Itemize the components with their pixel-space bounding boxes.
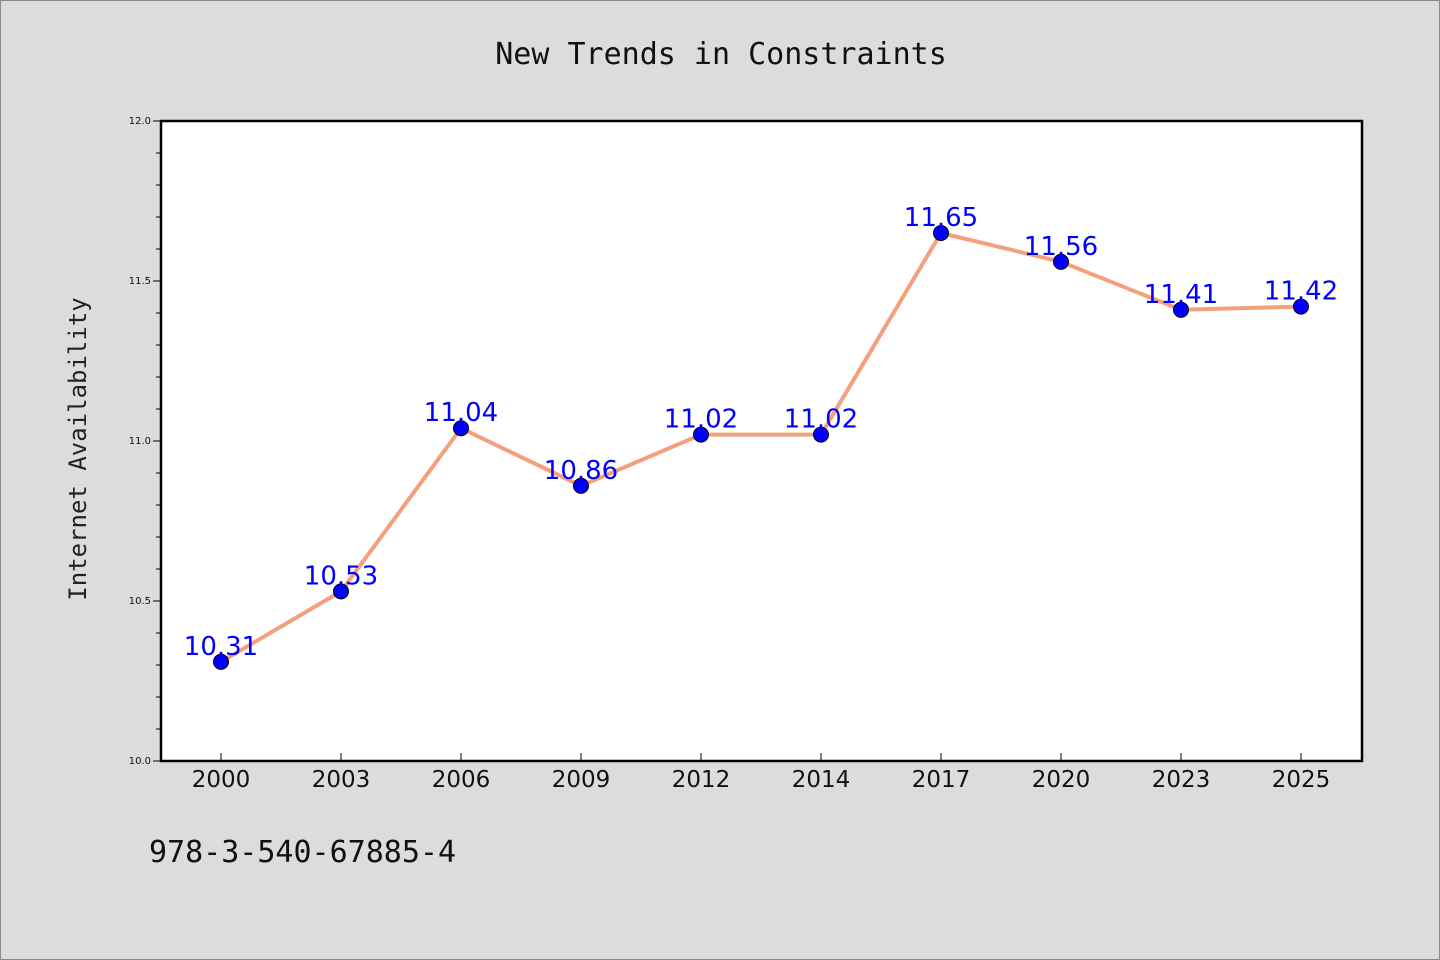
y-tick-label: 10.0 — [129, 756, 151, 767]
data-label: 10.31 — [184, 632, 258, 662]
data-point — [1053, 253, 1069, 270]
data-label: 10.86 — [544, 456, 618, 486]
data-point — [813, 426, 829, 443]
data-label: 11.41 — [1144, 280, 1218, 310]
data-label: 11.04 — [424, 398, 498, 428]
data-label: 11.56 — [1024, 232, 1098, 262]
x-tick-label: 2003 — [312, 767, 371, 793]
y-tick-label: 11.5 — [129, 276, 151, 287]
y-axis-label: Internet Availability — [64, 297, 92, 600]
data-label: 11.42 — [1264, 277, 1338, 307]
x-tick-label: 2006 — [432, 767, 491, 793]
x-tick-label: 2012 — [672, 767, 731, 793]
x-tick-label: 2009 — [552, 767, 611, 793]
isbn-text: 978-3-540-67885-4 — [149, 835, 457, 870]
x-tick-label: 2020 — [1032, 767, 1091, 793]
data-label: 10.53 — [304, 561, 378, 591]
y-tick-label: 10.5 — [129, 596, 151, 607]
data-point — [933, 225, 949, 241]
x-tick-label: 2025 — [1272, 767, 1331, 793]
series-line-group — [219, 231, 1303, 664]
data-labels: 10.31 10.53 11.04 10.86 11.02 11.02 11.65 11.56… — [184, 203, 1338, 662]
data-point — [1293, 298, 1309, 315]
data-point — [213, 653, 229, 670]
data-point — [693, 426, 709, 443]
data-point — [573, 477, 589, 494]
data-points — [213, 225, 1309, 670]
x-axis: 2000 2003 2006 2009 2012 2014 2017 2020 2023 2025 — [192, 753, 1331, 793]
data-label: 11.65 — [904, 203, 978, 233]
y-tick-label: 11.0 — [129, 436, 151, 447]
data-point — [333, 583, 349, 600]
x-tick-label: 2014 — [792, 767, 851, 793]
x-tick-label: 2000 — [192, 767, 251, 793]
x-tick-label: 2023 — [1152, 767, 1211, 793]
data-label: 11.02 — [664, 405, 738, 435]
data-label: 11.02 — [784, 405, 858, 435]
x-tick-label: 2017 — [912, 767, 971, 793]
y-tick-label: 12.0 — [129, 116, 151, 127]
y-axis: 10.0 10.5 11.0 11.5 12.0 — [129, 116, 161, 767]
data-point — [1173, 301, 1189, 318]
chart-title: New Trends in Constraints — [495, 37, 947, 72]
data-point — [453, 420, 469, 437]
series-line — [219, 231, 1303, 664]
plot-area — [159, 119, 1364, 763]
